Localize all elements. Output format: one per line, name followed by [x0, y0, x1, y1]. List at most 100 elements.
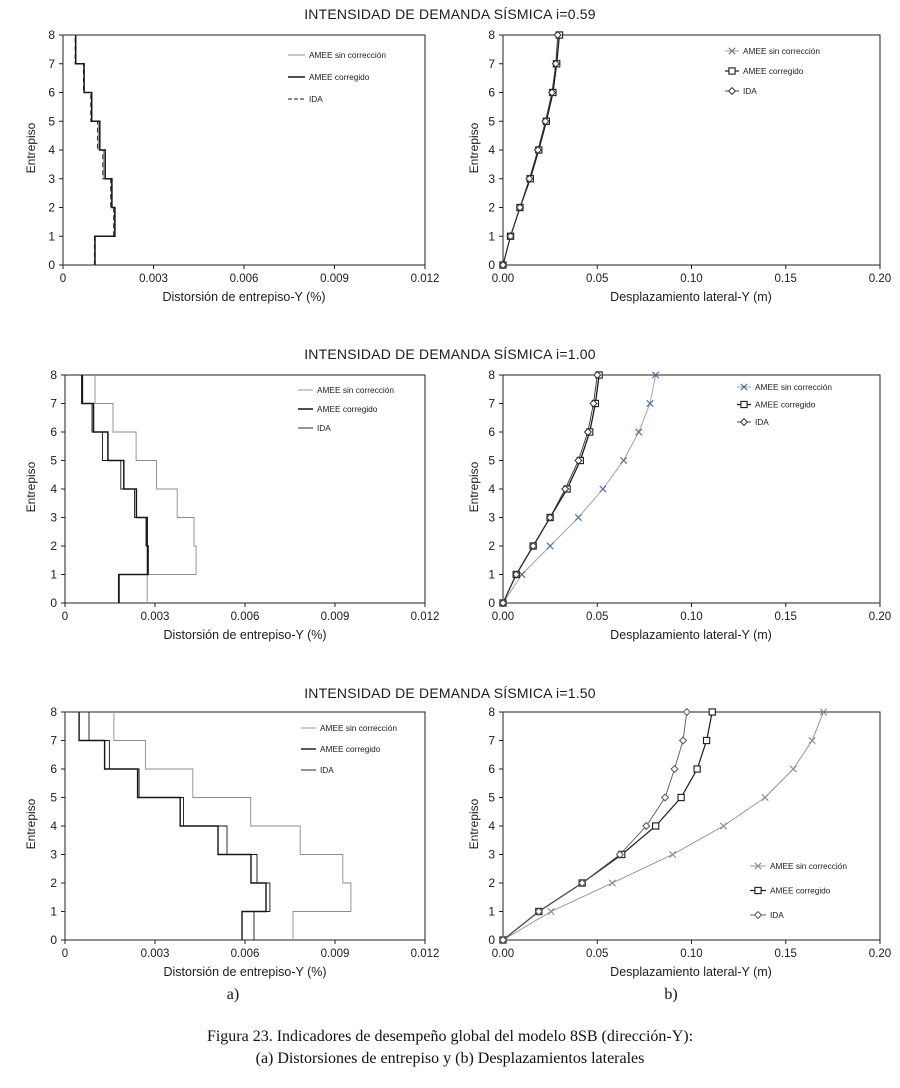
series-line-ida: [81, 375, 148, 603]
legend-label-ida: IDA: [317, 423, 331, 433]
y-tick-label: 7: [50, 397, 57, 411]
series-line-amee-corregido: [502, 711, 713, 941]
plot-border: [502, 711, 881, 941]
x-marker: [646, 399, 654, 408]
series-line-amee-corregido: [74, 35, 116, 265]
legend-label-amee-sin-correcci-n: AMEE sin corrección: [743, 46, 820, 56]
y-tick-label: 8: [488, 28, 495, 42]
x-axis-label-drift-i150: Distorsión de entrepiso-Y (%): [163, 965, 327, 979]
y-tick-label: 7: [488, 57, 495, 71]
diamond-marker: [551, 59, 560, 68]
diamond-marker: [512, 570, 521, 579]
x-tick-label: 0.05: [586, 273, 608, 285]
chart-disp-i100: 0.00 0.05 0.10 0.15 0.20 0 1 2 3 4 5 6 7 8 AMEE sin co…: [488, 368, 891, 623]
x-tick-label: 0.012: [411, 273, 440, 285]
series-line-amee-sin-correcci-n: [502, 34, 560, 266]
y-tick-label: 3: [488, 848, 495, 862]
legend-label-ida: IDA: [320, 765, 334, 775]
diamond-marker: [589, 399, 598, 408]
y-tick-label: 2: [488, 539, 495, 553]
legend-label-amee-corregido: AMEE corregido: [743, 66, 804, 76]
y-tick-label: 0: [488, 258, 495, 272]
y-tick-label: 5: [50, 454, 57, 468]
square-marker: [693, 765, 701, 773]
legend-label-amee-corregido: AMEE corregido: [320, 744, 381, 754]
diamond-marker: [529, 541, 538, 551]
y-tick-label: 3: [50, 848, 57, 862]
x-marker: [635, 428, 643, 436]
x-marker: [652, 371, 660, 379]
x-tick-label: 0.009: [321, 611, 350, 623]
y-tick-label: 2: [50, 876, 57, 890]
legend-label-ida: IDA: [743, 86, 757, 96]
x-axis-label-disp-i150: Desplazamiento lateral-Y (m): [610, 965, 772, 979]
legend-label-ida: IDA: [770, 910, 784, 920]
y-tick-label: 5: [50, 791, 57, 805]
y-tick-label: 4: [48, 143, 55, 157]
y-tick-label: 0: [488, 596, 495, 610]
square-marker: [708, 708, 716, 716]
diamond-marker: [534, 907, 543, 916]
legend-label-amee-sin-correcci-n: AMEE sin corrección: [770, 861, 847, 871]
x-tick-label: 0.006: [231, 948, 260, 960]
y-tick-label: 5: [48, 114, 55, 128]
diamond-marker: [593, 370, 602, 380]
diamond-marker: [506, 232, 515, 241]
x-tick-label: 0.006: [231, 611, 260, 623]
series-line-amee-sin-correcci-n: [502, 374, 657, 604]
legend-label-amee-corregido: AMEE corregido: [317, 404, 378, 414]
x-tick-label: 0.05: [586, 948, 608, 960]
diamond-marker: [533, 145, 542, 155]
y-tick-label: 8: [50, 368, 57, 382]
y-axis-label-disp-i100: Entrepiso: [467, 461, 481, 513]
x-marker: [754, 862, 762, 870]
y-tick-label: 4: [488, 482, 495, 496]
y-tick-label: 2: [488, 876, 495, 890]
x-tick-label: 0.20: [869, 273, 891, 285]
diamond-marker: [561, 484, 570, 494]
diamond-marker: [678, 736, 688, 745]
y-tick-label: 6: [488, 425, 495, 439]
legend-label-amee-sin-correcci-n: AMEE sin corrección: [755, 382, 832, 392]
x-marker: [546, 542, 554, 550]
y-tick-label: 8: [48, 28, 55, 42]
diamond-marker: [546, 513, 555, 522]
y-tick-label: 5: [488, 114, 495, 128]
x-marker: [547, 907, 555, 916]
y-tick-label: 6: [488, 762, 495, 776]
x-marker: [789, 765, 797, 773]
y-tick-label: 3: [488, 172, 495, 186]
diamond-marker: [498, 260, 508, 270]
square-marker: [702, 736, 711, 745]
x-axis-label-disp-i059: Desplazamiento lateral-Y (m): [610, 290, 772, 304]
legend-label-amee-sin-correcci-n: AMEE sin corrección: [309, 50, 386, 60]
x-tick-label: 0: [62, 611, 68, 623]
y-tick-label: 0: [50, 596, 57, 610]
x-tick-label: 0.10: [680, 611, 702, 623]
y-axis-label-drift-i150: Entrepiso: [24, 798, 38, 850]
x-tick-label: 0.009: [320, 273, 349, 285]
y-tick-label: 5: [488, 454, 495, 468]
diamond-marker: [574, 456, 583, 465]
legend-label-amee-corregido: AMEE corregido: [309, 72, 370, 82]
x-tick-label: 0.20: [869, 611, 891, 623]
y-tick-label: 8: [50, 705, 57, 719]
y-tick-label: 3: [48, 172, 55, 186]
series-line-amee-sin-correcci-n: [502, 711, 824, 941]
y-tick-label: 1: [488, 568, 495, 582]
plot-border: [502, 34, 881, 266]
x-tick-label: 0: [62, 948, 68, 960]
y-tick-label: 6: [48, 86, 55, 100]
x-marker: [719, 822, 728, 830]
y-tick-label: 8: [488, 705, 495, 719]
panel-label-b: b): [664, 986, 678, 1003]
x-marker: [819, 708, 828, 716]
diamond-marker: [661, 793, 670, 802]
x-axis-label-drift-i059: Distorsión de entrepiso-Y (%): [162, 290, 326, 304]
y-tick-label: 4: [50, 482, 57, 496]
x-tick-label: 0.05: [586, 611, 608, 623]
diamond-marker: [753, 910, 763, 920]
diamond-marker: [553, 30, 562, 40]
x-tick-label: 0.012: [411, 948, 440, 960]
